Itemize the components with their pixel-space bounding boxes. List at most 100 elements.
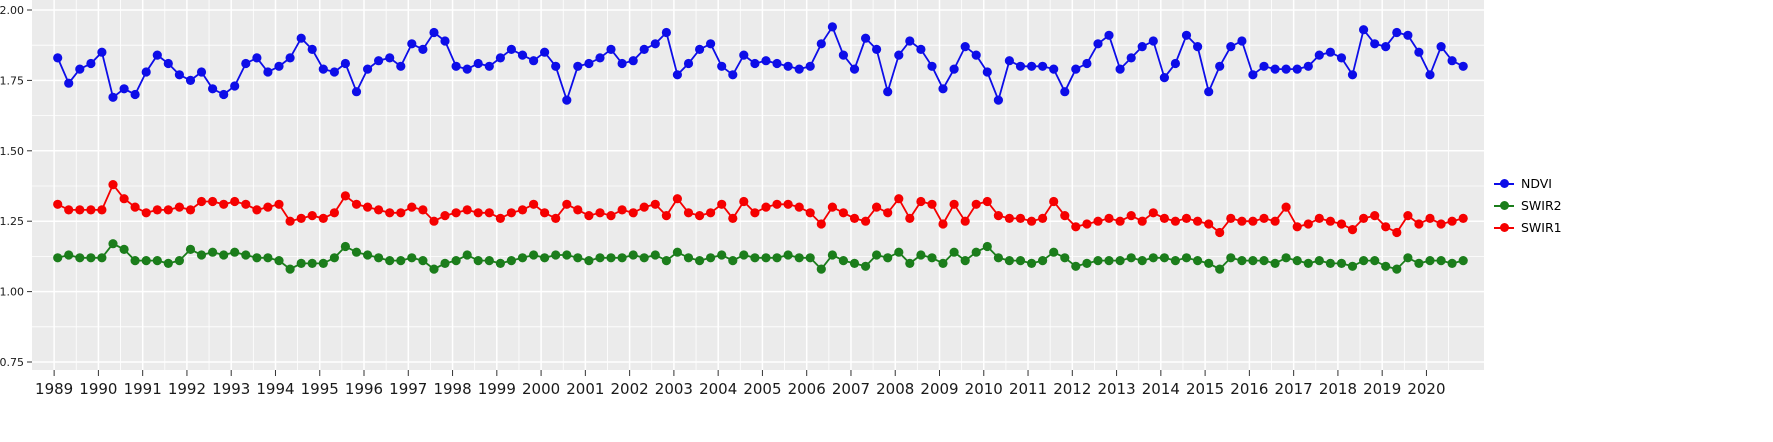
data-point xyxy=(661,211,672,221)
data-point xyxy=(363,202,373,212)
data-point xyxy=(1060,211,1070,221)
x-tick-label: 1992 xyxy=(168,380,206,398)
data-point xyxy=(351,87,362,97)
data-point xyxy=(418,205,428,215)
data-point xyxy=(1336,53,1347,63)
data-point xyxy=(750,253,760,263)
data-point xyxy=(462,205,472,215)
data-point xyxy=(219,89,229,100)
data-point xyxy=(938,258,948,268)
data-point xyxy=(1015,213,1026,223)
data-point xyxy=(816,39,826,49)
data-point xyxy=(86,253,96,263)
data-point xyxy=(1049,247,1059,257)
y-tick-label: 0.75 xyxy=(0,356,24,369)
data-point xyxy=(219,199,229,209)
data-point xyxy=(1403,30,1413,40)
data-point xyxy=(385,256,395,266)
x-tick-label: 2015 xyxy=(1186,380,1224,398)
data-point xyxy=(274,199,284,209)
data-point xyxy=(1303,61,1313,71)
data-point xyxy=(1414,219,1424,229)
data-point xyxy=(529,199,539,209)
data-point xyxy=(639,202,649,212)
data-point xyxy=(1193,216,1203,226)
data-point xyxy=(1015,61,1026,71)
data-point xyxy=(152,50,162,60)
data-point xyxy=(1270,64,1280,74)
data-point xyxy=(86,205,96,215)
data-point xyxy=(396,61,406,71)
data-point xyxy=(573,61,583,71)
data-point xyxy=(1170,256,1180,266)
data-point xyxy=(1314,256,1324,266)
data-point xyxy=(783,199,793,209)
data-point xyxy=(728,70,738,80)
series-swir2 xyxy=(53,239,1468,274)
data-point xyxy=(927,253,937,263)
data-point xyxy=(540,47,550,57)
data-point xyxy=(1137,42,1147,52)
data-point xyxy=(960,216,970,226)
data-point xyxy=(196,196,207,207)
data-point xyxy=(706,253,716,263)
data-point xyxy=(108,239,118,249)
data-point xyxy=(772,199,782,209)
data-point xyxy=(163,205,173,215)
data-point xyxy=(849,64,860,74)
data-point xyxy=(318,64,328,74)
data-point xyxy=(1381,222,1391,232)
data-point xyxy=(196,250,207,260)
data-point xyxy=(329,67,339,77)
x-tick-label: 1998 xyxy=(433,380,471,398)
data-point xyxy=(816,264,826,274)
data-point xyxy=(1336,258,1347,268)
data-point xyxy=(374,253,384,263)
data-point xyxy=(562,199,572,209)
data-point xyxy=(462,64,472,74)
data-point xyxy=(1170,58,1180,69)
x-axis: 1989 1990 1991 1992 1993 1994 1995 1996 1997 1998… xyxy=(35,370,1446,398)
data-point xyxy=(761,253,771,263)
data-point xyxy=(473,256,483,266)
data-point xyxy=(1237,256,1247,266)
data-point xyxy=(208,196,218,207)
data-point xyxy=(1414,258,1424,268)
data-point xyxy=(296,213,306,223)
data-point xyxy=(1082,58,1092,69)
data-point xyxy=(451,208,461,218)
y-tick-label: 1.75 xyxy=(0,74,24,87)
data-point xyxy=(429,27,439,38)
data-point xyxy=(1336,219,1347,229)
data-point xyxy=(894,194,904,204)
data-point xyxy=(606,211,616,221)
data-point xyxy=(982,67,992,77)
data-point xyxy=(64,250,74,260)
data-point xyxy=(750,208,760,218)
data-point xyxy=(562,95,572,105)
data-point xyxy=(1347,70,1358,80)
data-point xyxy=(473,58,483,69)
data-point xyxy=(1115,216,1125,226)
data-point xyxy=(152,205,162,215)
series-swir1 xyxy=(53,180,1468,238)
data-point xyxy=(1458,213,1468,223)
data-point xyxy=(484,256,494,266)
x-tick-label: 2011 xyxy=(1009,380,1047,398)
data-point xyxy=(473,208,483,218)
data-point xyxy=(241,250,251,260)
data-point xyxy=(927,199,937,209)
x-tick-label: 2006 xyxy=(788,380,826,398)
data-point xyxy=(927,61,937,71)
data-point xyxy=(827,22,838,32)
x-tick-label: 2014 xyxy=(1142,380,1180,398)
legend: NDVI SWIR2 SWIR1 xyxy=(1494,176,1604,235)
data-point xyxy=(1292,222,1302,232)
data-point xyxy=(451,61,461,71)
data-point xyxy=(584,256,594,266)
data-point xyxy=(595,208,605,218)
data-point xyxy=(1071,222,1081,232)
data-point xyxy=(53,53,63,63)
data-point xyxy=(606,44,616,55)
data-point xyxy=(1226,213,1236,223)
